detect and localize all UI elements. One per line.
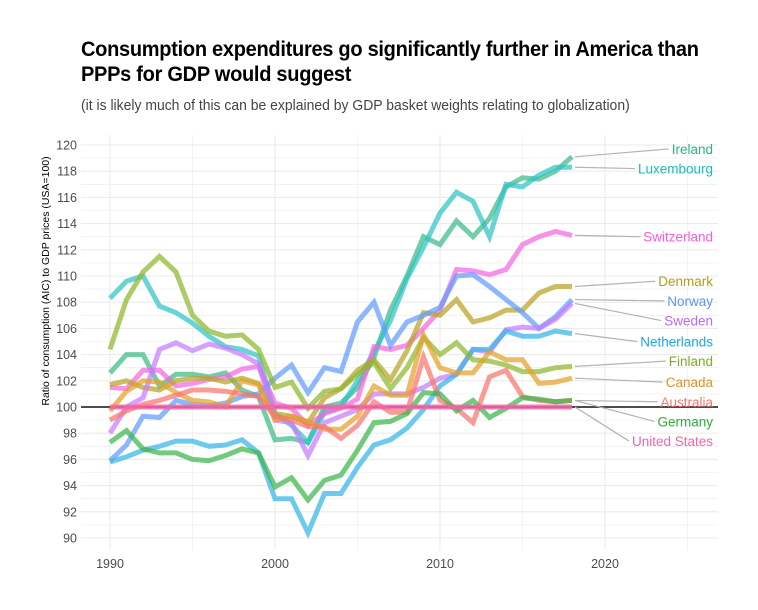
label-switzerland: Switzerland [643,230,713,245]
label-united-states: United States [632,434,713,449]
y-tick-label: 120 [56,139,77,153]
direct-labels: Ireland Luxembourg Switzerland Denmark Norwa… [574,142,714,449]
leader-line [574,302,662,322]
label-norway: Norway [667,294,713,309]
leader-line [574,360,666,367]
y-axis-label: Ratio of consumption (AIC) to GDP prices… [40,156,52,405]
y-tick-label: 114 [57,217,77,231]
chart-title: Consumption expenditures go significantl… [81,37,699,86]
x-tick-label: 2010 [426,557,454,571]
series-line-norway [108,272,574,463]
chart-subtitle: (it is likely much of this can be explai… [81,97,630,114]
series-line-germany [108,390,573,505]
label-germany: Germany [657,414,713,429]
leader-line [574,406,630,442]
leader-line [574,166,635,170]
label-denmark: Denmark [658,274,713,289]
x-tick-label: 2000 [261,557,289,571]
y-tick-label: 104 [56,348,77,362]
y-tick-label: 98 [63,427,77,441]
label-canada: Canada [666,375,714,390]
leader-line [574,234,641,238]
y-tick-label: 90 [63,532,77,546]
leader-line [574,377,663,383]
series-line-netherlands [109,328,573,539]
y-tick-label: 110 [57,270,77,284]
x-axis: 1990 2000 2010 2020 [96,557,619,571]
leader-line [574,399,658,403]
y-tick-label: 94 [63,479,77,493]
leader-line [574,399,655,422]
x-tick-label: 2020 [591,557,619,571]
y-tick-label: 118 [57,165,77,179]
y-axis: 90 92 94 96 98 100 102 104 106 108 110 112 114 116 118… [56,139,77,546]
y-tick-label: 100 [56,401,77,415]
y-tick-label: 112 [57,243,77,257]
y-tick-label: 102 [56,374,77,388]
y-tick-label: 106 [56,322,77,336]
label-australia: Australia [660,395,713,410]
leader-line [574,333,638,343]
series-line-canada [108,327,573,432]
label-luxembourg: Luxembourg [638,162,713,177]
y-tick-label: 108 [56,296,77,310]
leader-line [574,298,665,302]
x-tick-label: 1990 [96,557,124,571]
y-tick-label: 96 [63,453,77,467]
series-line-australia [108,349,573,442]
label-sweden: Sweden [664,314,713,329]
leader-line [574,280,656,288]
series-line-finland [107,252,573,413]
y-tick-label: 92 [63,505,77,519]
y-tick-label: 116 [57,191,77,205]
series-lines [107,154,574,539]
leader-line [574,148,669,158]
label-finland: Finland [669,354,713,369]
label-ireland: Ireland [672,142,713,157]
label-netherlands: Netherlands [640,335,713,350]
